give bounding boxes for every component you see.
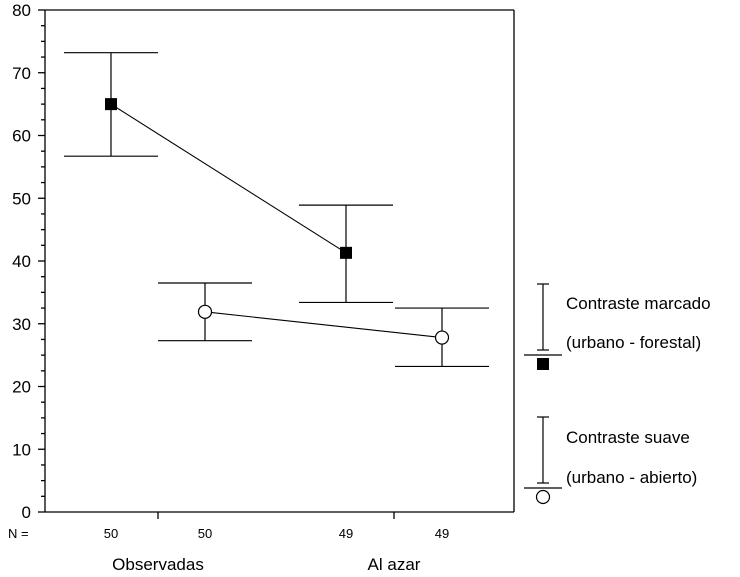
y-tick-label: 20 — [12, 378, 31, 397]
data-point-marker — [197, 304, 213, 319]
legend-marker — [537, 358, 549, 370]
series-line — [110, 103, 347, 254]
n-value-label: 50 — [104, 526, 118, 541]
legend-label-line2: (urbano - abierto) — [566, 468, 697, 487]
category-label: Al azar — [368, 555, 421, 574]
data-point-marker — [434, 330, 450, 345]
y-ticks: 0 10 20 30 40 50 60 70 80 — [12, 1, 45, 522]
y-tick-label: 50 — [12, 189, 31, 208]
y-tick-label: 0 — [22, 503, 31, 522]
legend-label-line2: (urbano - forestal) — [566, 333, 701, 352]
y-tick-label: 40 — [12, 252, 31, 271]
data-point-marker — [340, 246, 352, 259]
legend-entry: Contraste suave (urbano - abierto) — [524, 416, 697, 505]
n-prefix-label: N = — [8, 526, 29, 541]
series-line — [204, 311, 443, 339]
x-category-ticks — [157, 512, 395, 519]
y-tick-label: 60 — [12, 127, 31, 146]
n-value-label: 49 — [339, 526, 353, 541]
category-labels: Observadas Al azar — [112, 555, 421, 574]
series-layer — [64, 52, 489, 368]
y-tick-label: 70 — [12, 64, 31, 83]
n-labels: N = 50 50 49 49 — [8, 526, 449, 541]
legend-label-line1: Contraste marcado — [566, 294, 711, 313]
y-tick-label: 30 — [12, 315, 31, 334]
series-open-circle — [158, 282, 489, 368]
n-value-label: 50 — [198, 526, 212, 541]
legend-label-line1: Contraste suave — [566, 428, 690, 447]
series-filled-square — [64, 52, 393, 304]
n-value-label: 49 — [435, 526, 449, 541]
category-label: Observadas — [112, 555, 204, 574]
y-tick-label: 10 — [12, 440, 31, 459]
legend-entry: Contraste marcado (urbano - forestal) — [524, 283, 711, 370]
legend-marker — [535, 489, 551, 505]
y-tick-label: 80 — [12, 1, 31, 20]
data-point-marker — [105, 98, 117, 111]
legend: Contraste marcado(urbano - forestal)Cont… — [524, 283, 711, 505]
